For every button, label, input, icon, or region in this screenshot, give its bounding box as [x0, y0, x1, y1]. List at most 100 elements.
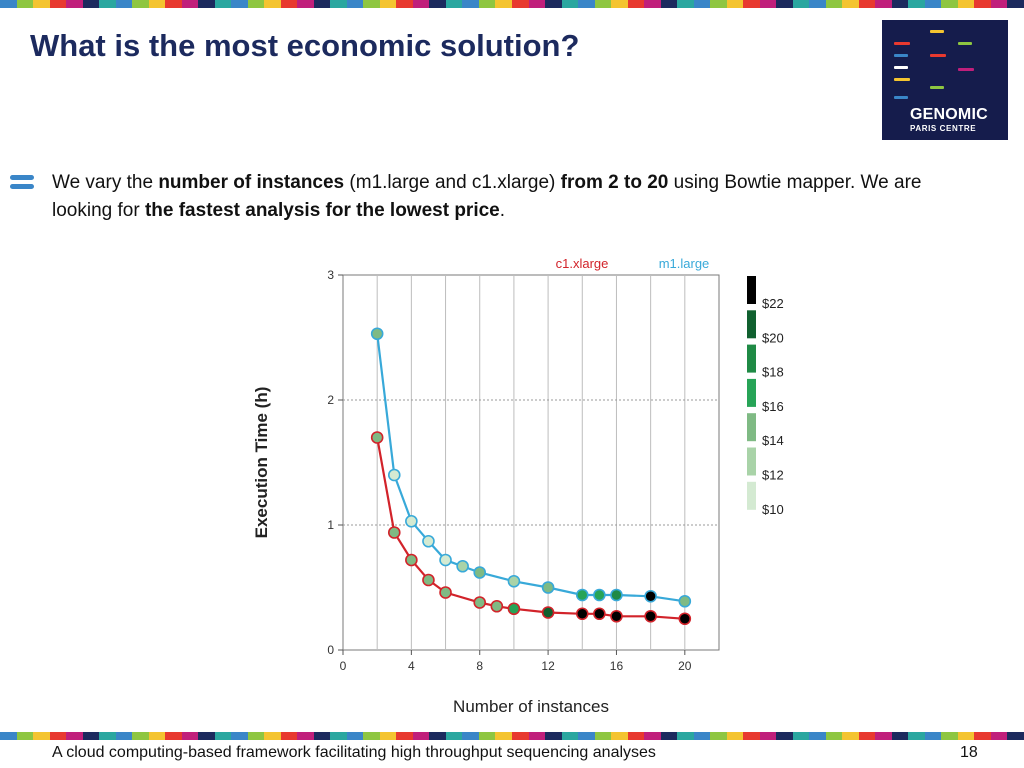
stripe-segment [528, 0, 546, 8]
stripe-segment [82, 0, 100, 8]
stripe-segment [627, 0, 645, 8]
stripe-segment [726, 0, 744, 8]
bullet-text-part: using Bowtie mapper. We are looking for [52, 172, 922, 221]
y-tick-label: 2 [327, 393, 334, 407]
stripe-segment [214, 0, 232, 8]
data-point [405, 553, 418, 567]
stripe-segment [710, 0, 727, 8]
stripe-segment [49, 0, 67, 8]
stripe-segment [33, 732, 50, 740]
stripe-segment [726, 732, 744, 740]
genomic-paris-centre-logo: GENOMIC PARIS CENTRE [882, 20, 1008, 140]
stripe-segment [924, 0, 942, 8]
stripe-segment [974, 732, 991, 740]
logo-bar [894, 96, 908, 99]
stripe-segment [231, 0, 248, 8]
stripe-segment [792, 732, 810, 740]
stripe-segment [611, 0, 628, 8]
stripe-segment [957, 0, 975, 8]
stripe-segment [148, 732, 166, 740]
stripe-segment [198, 732, 215, 740]
stripe-segment [478, 732, 496, 740]
price-swatch [747, 378, 756, 407]
stripe-segment [809, 732, 826, 740]
x-tick-label: 4 [408, 659, 415, 673]
top-color-stripe [0, 0, 1024, 8]
bullet-icon [10, 175, 34, 191]
stripe-segment [363, 0, 380, 8]
data-point [575, 588, 589, 602]
stripe-segment [445, 732, 463, 740]
data-point [593, 607, 606, 621]
stripe-segment [611, 732, 628, 740]
logo-bar [894, 78, 910, 81]
logo-bar [894, 54, 908, 57]
stripe-segment [990, 0, 1008, 8]
data-point [644, 589, 657, 603]
logo-bar [930, 86, 944, 89]
stripe-segment [908, 0, 925, 8]
stripe-segment [412, 732, 430, 740]
bullet-text: We vary the number of instances (m1.larg… [52, 169, 952, 225]
logo-bar [958, 42, 972, 45]
stripe-segment [396, 732, 413, 740]
data-point [541, 606, 555, 619]
price-swatch [747, 413, 756, 442]
x-tick-label: 20 [678, 659, 692, 673]
stripe-segment [264, 0, 281, 8]
stripe-segment [115, 732, 133, 740]
stripe-segment [809, 0, 826, 8]
stripe-segment [941, 732, 958, 740]
bullet-text-part: . [499, 200, 506, 221]
stripe-segment [990, 732, 1008, 740]
stripe-segment [379, 0, 397, 8]
data-point [678, 612, 692, 626]
stripe-segment [280, 0, 298, 8]
stripe-segment [132, 0, 149, 8]
stripe-segment [82, 732, 100, 740]
x-tick-label: 8 [476, 659, 483, 673]
stripe-segment [165, 732, 182, 740]
data-point [541, 581, 555, 594]
stripe-segment [545, 0, 562, 8]
data-point [370, 431, 384, 444]
price-swatch [747, 276, 756, 304]
price-label: $10 [762, 502, 784, 517]
price-swatch [747, 344, 756, 373]
price-label: $22 [762, 296, 784, 311]
price-label: $14 [762, 433, 784, 448]
bullet-bold-goal: the fastest analysis for the lowest pric… [144, 200, 500, 221]
stripe-segment [462, 0, 479, 8]
logo-bar [894, 66, 908, 69]
stripe-segment [858, 732, 876, 740]
stripe-segment [181, 0, 199, 8]
stripe-segment [578, 0, 595, 8]
stripe-segment [941, 0, 958, 8]
data-point [507, 602, 521, 616]
stripe-segment [396, 0, 413, 8]
stripe-segment [693, 732, 711, 740]
stripe-segment [677, 0, 694, 8]
stripe-segment [743, 732, 760, 740]
x-tick-label: 0 [340, 659, 347, 673]
stripe-segment [743, 0, 760, 8]
stripe-segment [429, 732, 446, 740]
stripe-segment [181, 732, 199, 740]
data-point [439, 586, 452, 599]
stripe-segment [957, 732, 975, 740]
stripe-segment [313, 732, 331, 740]
stripe-segment [627, 732, 645, 740]
data-point [473, 566, 487, 579]
stripe-segment [429, 0, 446, 8]
stripe-segment [247, 732, 265, 740]
logo-wordmark: GENOMIC [910, 106, 988, 123]
stripe-segment [1007, 0, 1024, 8]
stripe-segment [115, 0, 133, 8]
stripe-segment [858, 0, 876, 8]
data-point [507, 574, 521, 588]
logo-bar [930, 54, 946, 57]
stripe-segment [875, 0, 892, 8]
data-point [370, 327, 384, 341]
stripe-segment [66, 0, 83, 8]
